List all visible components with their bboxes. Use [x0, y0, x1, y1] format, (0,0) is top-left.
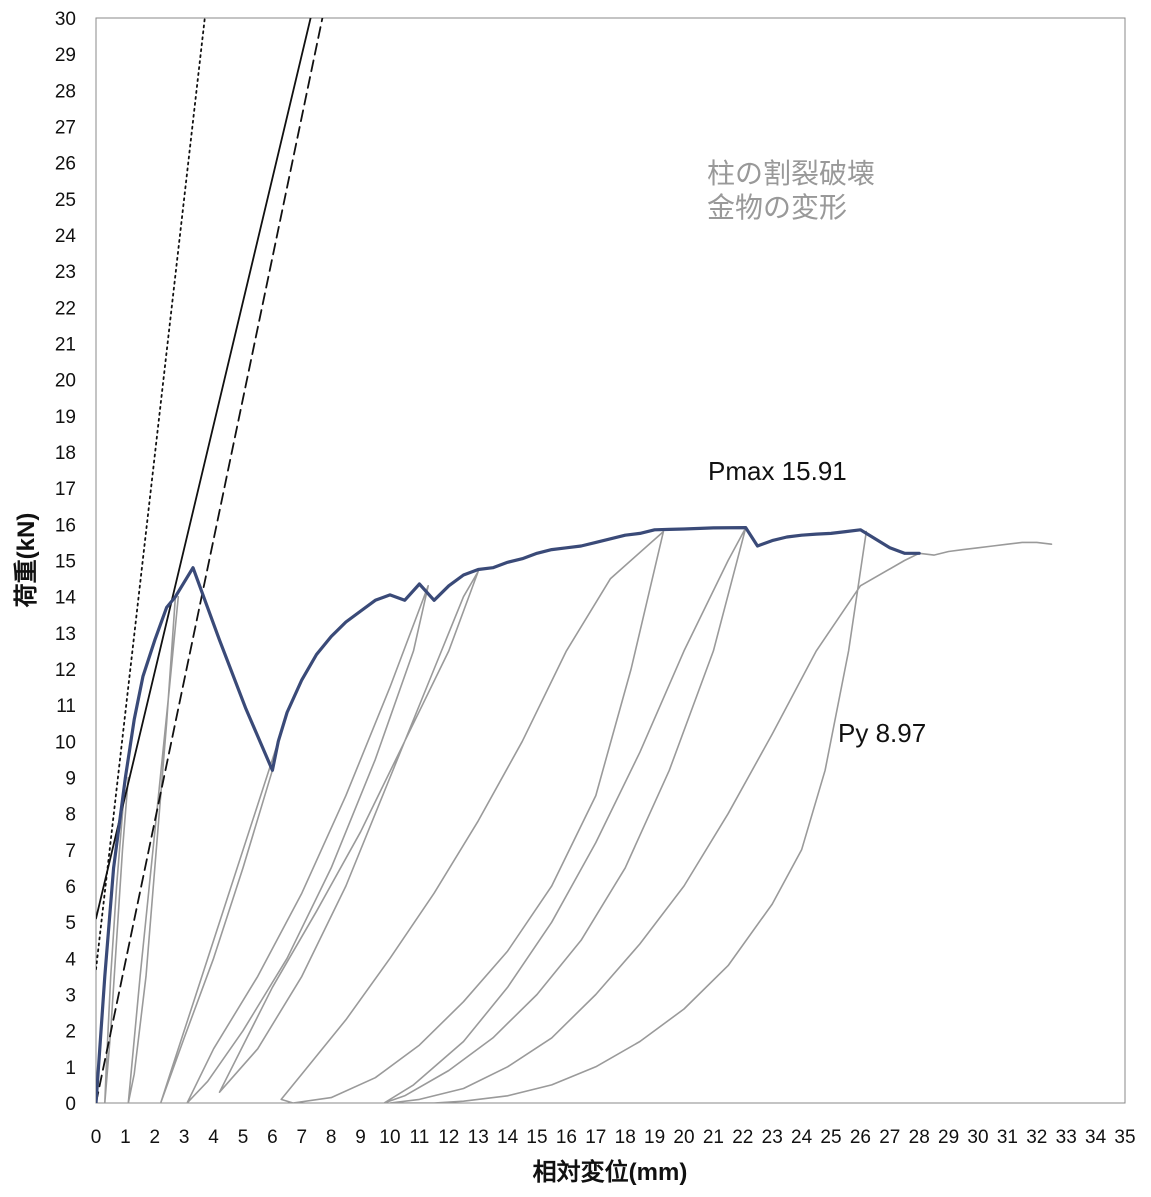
x-tick-label: 30: [967, 1127, 988, 1148]
y-tick-label: 2: [65, 1022, 76, 1043]
series-cycle-9: [389, 530, 921, 1103]
x-tick-label: 17: [585, 1127, 606, 1148]
y-tick-label: 7: [65, 841, 76, 862]
series-cycle-8: [383, 527, 747, 1103]
x-tick-label: 24: [791, 1127, 813, 1148]
x-tick-label: 16: [556, 1127, 577, 1148]
plot-frame: [95, 17, 1126, 1104]
y-tick-label: 10: [55, 732, 76, 753]
x-tick-label: 15: [526, 1127, 547, 1148]
x-tick-label: 21: [703, 1127, 724, 1148]
series-cycle-6: [218, 570, 480, 1093]
series-cycle-3: [127, 595, 180, 1103]
y-tick-label: 20: [55, 371, 76, 392]
x-tick-labels: 0 1 2 3 4 5 6 7 8 9 10 11 12 13 14 15 16 17 18 19 20 21 22 23 24…: [91, 1127, 1136, 1148]
x-tick-label: 14: [497, 1127, 519, 1148]
series-reference-12: [96, 18, 206, 971]
y-tick-label: 25: [55, 190, 76, 211]
y-tick-label: 23: [55, 262, 76, 283]
x-tick-label: 5: [238, 1127, 249, 1148]
series-cycle-5: [186, 584, 430, 1103]
y-tick-label: 24: [55, 226, 77, 247]
x-tick-label: 2: [150, 1127, 161, 1148]
y-tick-label: 27: [55, 118, 76, 139]
pmax-annotation: Pmax 15.91: [708, 456, 847, 486]
y-tick-labels: 0123456789101112131415161718192021222324…: [55, 9, 77, 1115]
series-cycle-2: [104, 776, 130, 1103]
x-axis-title: 相対変位(mm): [533, 1158, 688, 1186]
y-tick-label: 16: [55, 515, 76, 536]
y-tick-label: 18: [55, 443, 76, 464]
x-tick-label: 1: [120, 1127, 131, 1148]
x-tick-label: 22: [732, 1127, 753, 1148]
x-tick-label: 26: [850, 1127, 871, 1148]
x-tick-label: 35: [1114, 1127, 1135, 1148]
y-tick-label: 26: [55, 154, 76, 175]
series-reference-11: [96, 18, 324, 1103]
y-tick-label: 12: [55, 660, 76, 681]
x-tick-label: 0: [91, 1127, 102, 1148]
y-tick-label: 22: [55, 298, 76, 319]
series-cycle-4: [159, 740, 280, 1103]
y-tick-label: 28: [55, 81, 76, 102]
x-tick-label: 31: [997, 1127, 1018, 1148]
y-tick-label: 29: [55, 45, 76, 66]
x-tick-label: 25: [820, 1127, 841, 1148]
x-tick-label: 11: [410, 1127, 430, 1148]
x-tick-label: 10: [379, 1127, 400, 1148]
x-tick-label: 27: [879, 1127, 900, 1148]
x-tick-label: 12: [438, 1127, 459, 1148]
y-axis-title: 荷重(kN): [13, 513, 40, 608]
y-tick-label: 14: [55, 588, 77, 609]
x-tick-label: 28: [909, 1127, 930, 1148]
series-envelope-0: [96, 525, 921, 1103]
y-tick-label: 8: [65, 805, 76, 826]
y-tick-label: 4: [65, 949, 76, 970]
failure-note-line2: 金物の変形: [707, 192, 847, 223]
y-tick-label: 15: [55, 552, 76, 573]
series-layer: [96, 18, 1053, 1103]
x-tick-label: 33: [1056, 1127, 1077, 1148]
x-tick-label: 19: [644, 1127, 665, 1148]
y-tick-label: 1: [65, 1058, 76, 1079]
x-tick-label: 3: [179, 1127, 190, 1148]
y-tick-label: 3: [65, 986, 76, 1007]
y-tick-label: 5: [65, 913, 76, 934]
x-tick-label: 4: [208, 1127, 219, 1148]
x-tick-label: 34: [1085, 1127, 1107, 1148]
failure-note-line1: 柱の割裂破壊: [707, 158, 875, 189]
x-tick-label: 32: [1026, 1127, 1047, 1148]
x-tick-label: 20: [673, 1127, 694, 1148]
x-tick-label: 9: [355, 1127, 366, 1148]
y-tick-label: 30: [55, 9, 76, 30]
x-tick-label: 18: [615, 1127, 636, 1148]
x-tick-label: 8: [326, 1127, 337, 1148]
y-tick-label: 21: [55, 335, 76, 356]
y-tick-label: 19: [55, 407, 76, 428]
y-tick-label: 13: [55, 624, 76, 645]
x-tick-label: 7: [297, 1127, 308, 1148]
series-cycle-7: [280, 530, 665, 1103]
x-tick-label: 13: [468, 1127, 489, 1148]
y-tick-label: 9: [65, 769, 76, 790]
x-tick-label: 29: [938, 1127, 959, 1148]
series-reference-10: [96, 18, 312, 920]
py-annotation: Py 8.97: [838, 718, 926, 748]
y-tick-label: 6: [65, 877, 76, 898]
y-tick-label: 11: [56, 696, 76, 717]
series-envelope-tail-1: [918, 541, 1053, 556]
y-tick-label: 17: [55, 479, 76, 500]
x-tick-label: 6: [267, 1127, 278, 1148]
x-tick-label: 23: [762, 1127, 783, 1148]
y-tick-label: 0: [65, 1094, 76, 1115]
